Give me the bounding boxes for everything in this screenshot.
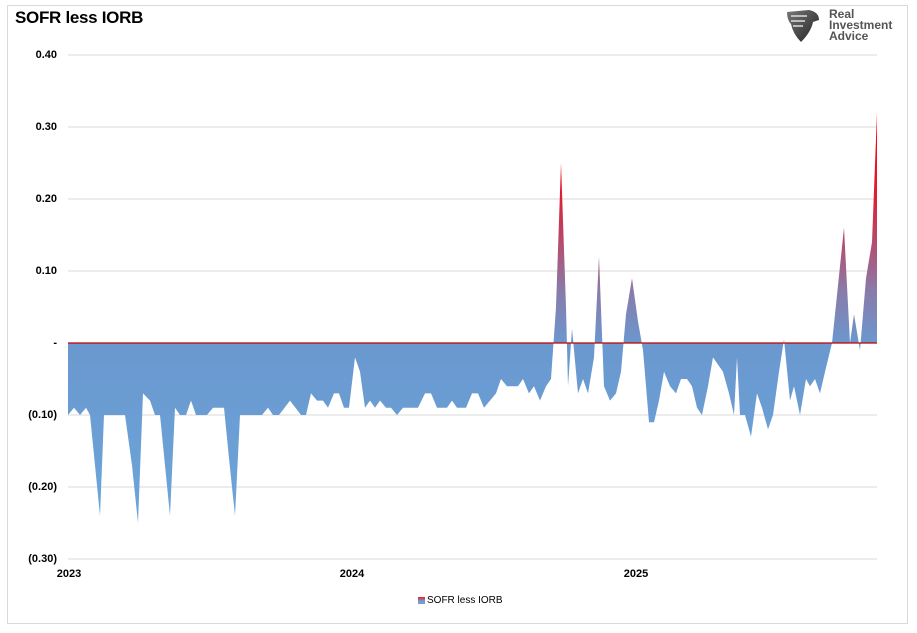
logo-line-2: Investment: [829, 18, 893, 32]
y-tick-label: 0.40: [35, 49, 57, 61]
y-tick-label: (0.10): [28, 409, 57, 421]
x-tick-label: 2024: [339, 568, 365, 580]
logo-text: Real Investment Advice: [829, 7, 893, 43]
brand-logo: Real Investment Advice: [783, 6, 903, 48]
logo-line-3: Advice: [829, 29, 869, 43]
legend-label: SOFR less IORB: [427, 595, 503, 606]
eagle-shield-icon: [787, 10, 819, 42]
logo-line-1: Real: [829, 7, 855, 21]
y-tick-label: -: [53, 337, 57, 349]
x-tick-label: 2023: [56, 568, 82, 580]
y-tick-label: 0.10: [35, 265, 57, 277]
x-tick-label: 2025: [623, 568, 649, 580]
y-tick-label: 0.30: [35, 121, 57, 133]
legend-swatch: [418, 597, 425, 604]
chart-title: SOFR less IORB: [15, 8, 144, 27]
area-series: [68, 112, 877, 523]
y-tick-label: (0.20): [28, 481, 57, 493]
legend: SOFR less IORB: [418, 595, 503, 606]
chart-frame: [7, 5, 908, 624]
y-tick-label: (0.30): [28, 553, 57, 565]
gridlines: [68, 54, 877, 560]
y-tick-label: 0.20: [35, 193, 57, 205]
